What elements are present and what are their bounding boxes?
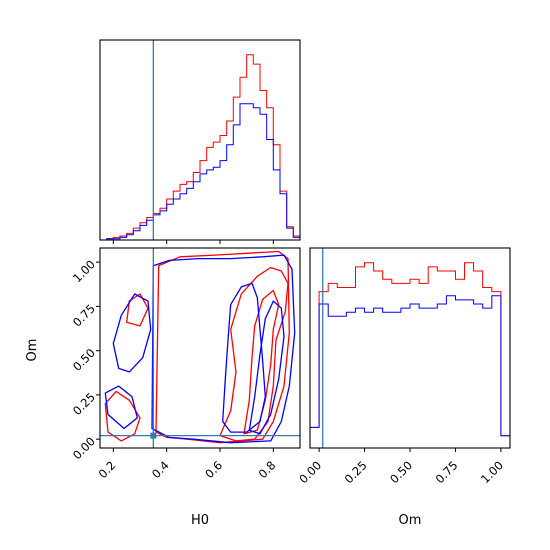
contour-red xyxy=(126,293,149,327)
axes-frame xyxy=(99,39,301,241)
y-tick-label: 1.00 xyxy=(70,257,98,285)
x-tick-label: 0.00 xyxy=(296,458,324,486)
histogram-red-series xyxy=(310,262,510,437)
x-tick-label: 0.8 xyxy=(256,458,279,481)
contour-panel-h0-om: 0.2 0.4 0.6 0.8 0.00 0.25 0.50 0.75 1.00 xyxy=(70,247,301,481)
x-axis-label-h0: H0 xyxy=(191,513,209,528)
x-tick-label: 0.2 xyxy=(96,458,119,481)
hist-panel-h0 xyxy=(99,39,301,244)
plot-background xyxy=(100,248,300,448)
y-tick-label: 0.00 xyxy=(70,434,98,462)
y-tick-label: 0.75 xyxy=(70,301,98,329)
axes-frame xyxy=(99,247,301,449)
histogram-blue-series xyxy=(310,295,510,437)
contour-blue xyxy=(248,300,285,435)
histogram-red-series xyxy=(100,54,300,241)
x-tick-label: 0.25 xyxy=(342,458,370,486)
truth-marker xyxy=(150,432,157,439)
x-tick-label: 0.6 xyxy=(202,458,225,481)
plot-background xyxy=(310,248,510,448)
x-axis-label-om: Om xyxy=(399,513,422,528)
y-tick-label: 0.50 xyxy=(70,346,98,374)
hist-panel-om: 0.00 0.25 0.50 0.75 1.00 xyxy=(296,247,511,486)
contour-red xyxy=(155,250,290,444)
x-tick-label: 1.00 xyxy=(478,458,506,486)
x-tick-label: 0.75 xyxy=(433,458,461,486)
contour-blue xyxy=(151,254,296,444)
x-tick-label: 0.50 xyxy=(387,458,415,486)
histogram-blue-series xyxy=(100,103,300,241)
contour-blue xyxy=(112,293,152,373)
x-tick-label: 0.4 xyxy=(149,458,172,481)
y-axis-label-om: Om xyxy=(25,339,40,362)
y-tick-label: 0.25 xyxy=(70,390,98,418)
contour-blue xyxy=(104,385,138,430)
